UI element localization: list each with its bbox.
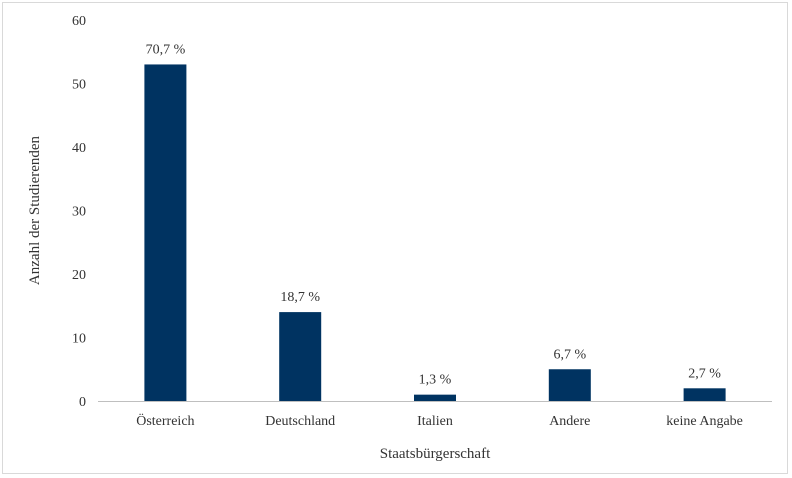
x-axis-title: Staatsbürgerschaft [380,446,491,462]
x-axis-categories: Österreich Deutschland Italien Andere keine … [136,412,743,429]
data-label: 2,7 % [688,366,721,381]
chart-frame [2,2,788,474]
data-label: 6,7 % [553,347,586,362]
category-label: keine Angabe [666,414,743,429]
y-axis-title: Anzahl der Studierenden [27,135,43,285]
bar [414,394,456,401]
category-label: Deutschland [265,414,335,429]
y-tick-label: 10 [72,332,86,347]
category-label: Andere [549,414,590,429]
bars [144,64,726,401]
bar [279,312,322,401]
y-axis-ticks: 0 10 20 30 40 50 60 [72,14,86,410]
y-tick-label: 20 [72,268,86,283]
bar [144,64,187,401]
category-label: Italien [417,414,453,429]
data-label: 1,3 % [419,373,452,388]
data-label: 18,7 % [280,290,320,305]
category-label: Österreich [136,412,194,429]
data-labels: 70,7 % 18,7 % 1,3 % 6,7 % 2,7 % [146,42,722,387]
bar [683,388,726,401]
y-tick-label: 40 [72,141,86,156]
y-tick-label: 60 [72,14,86,29]
y-tick-label: 30 [72,205,86,220]
y-tick-label: 0 [79,395,86,410]
data-label: 70,7 % [146,42,186,57]
bar [548,369,591,401]
y-tick-label: 50 [72,78,86,93]
